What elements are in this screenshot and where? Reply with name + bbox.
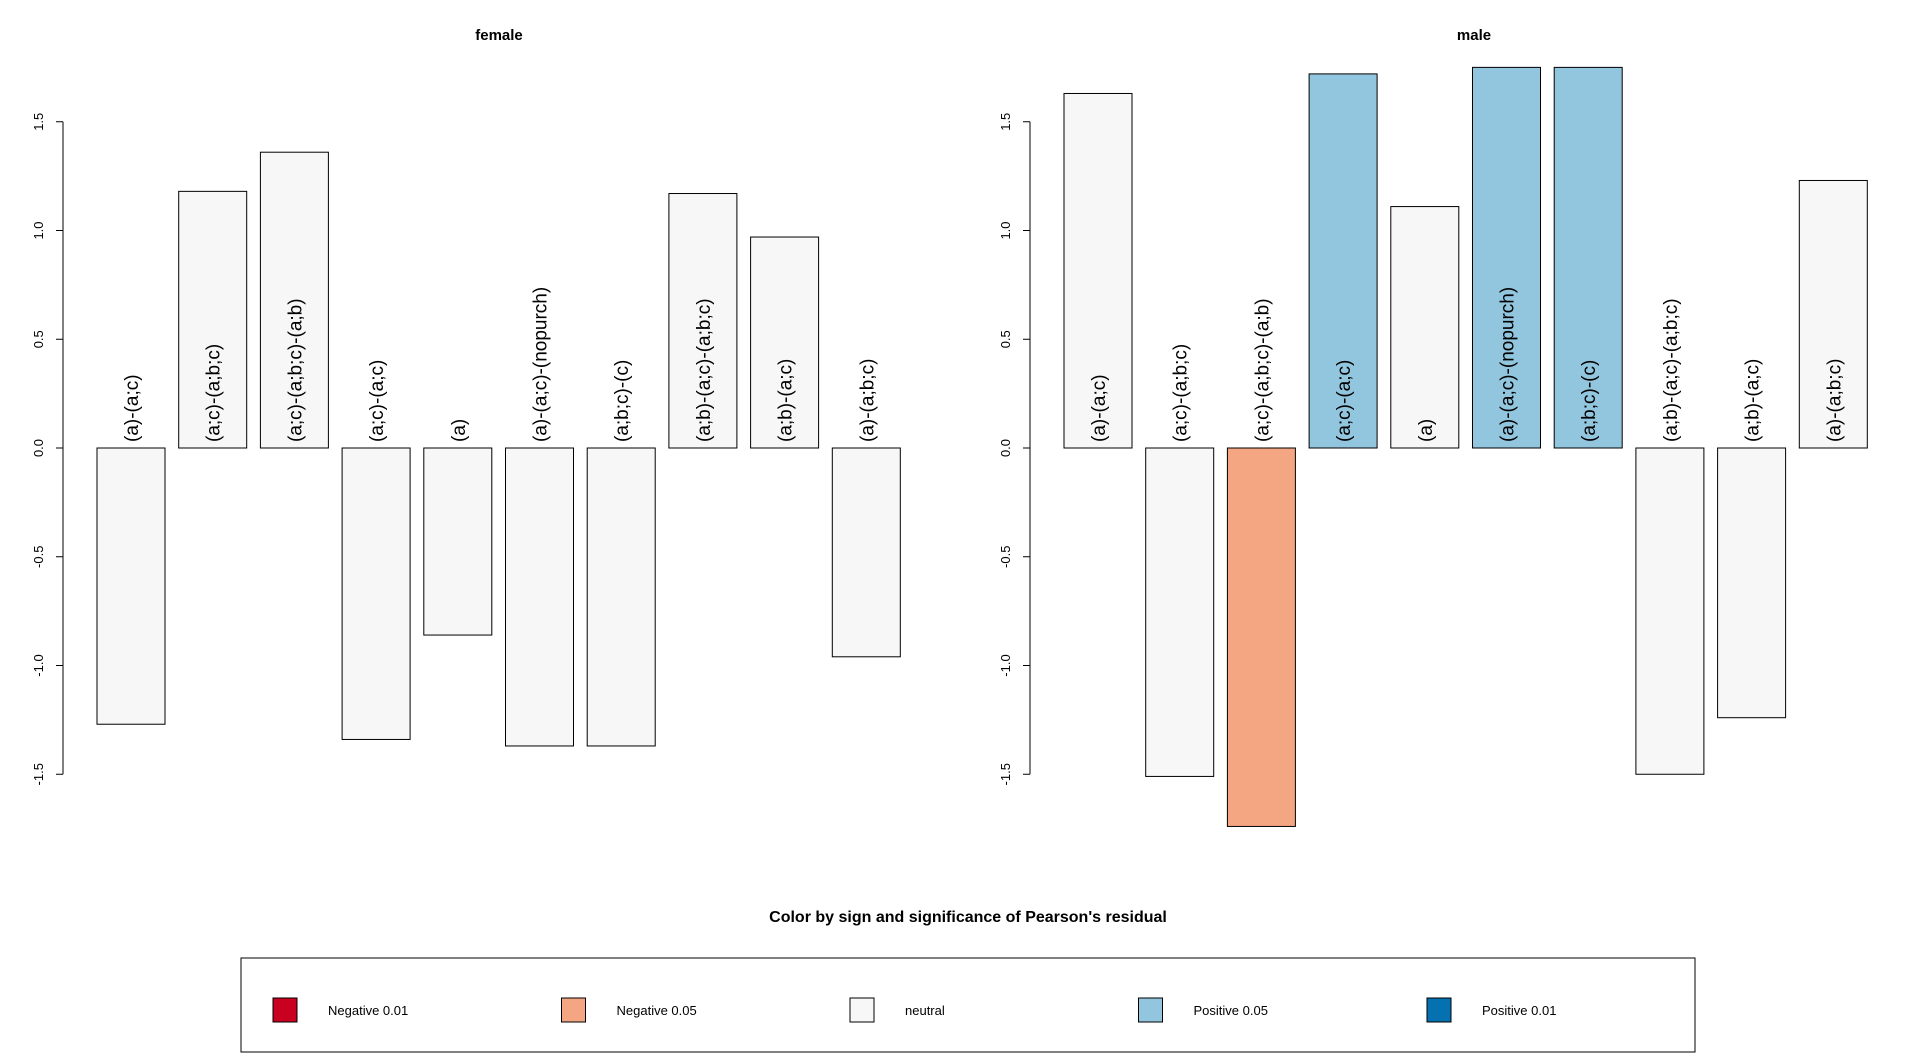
male-bar-label: (a;b)-(a;c) bbox=[1743, 359, 1764, 442]
male-bar-label: (a;b;c)-(c) bbox=[1579, 360, 1600, 442]
male-bar-label: (a;c)-(a;b;c)-(a;b) bbox=[1252, 298, 1273, 442]
male-bar bbox=[1063, 92, 1133, 449]
male-bar bbox=[1472, 66, 1541, 449]
female-bar bbox=[668, 193, 738, 449]
legend-label-pos01: Positive 0.01 bbox=[1482, 1003, 1556, 1018]
female-bar bbox=[341, 447, 411, 740]
male-bar bbox=[1308, 73, 1378, 449]
male-bar-label: (a;c)-(a;b;c) bbox=[1171, 344, 1192, 442]
female-y-tick-label: 0.0 bbox=[31, 439, 46, 457]
female-panel: female -1.5 -1.0 -0.5 0.0 0.5 1.0 1.5 (a)-(a;c)… bbox=[31, 27, 901, 785]
legend-title: Color by sign and significance of Pearso… bbox=[769, 909, 1167, 926]
female-bar bbox=[178, 190, 248, 449]
legend-label-neg01: Negative 0.01 bbox=[328, 1003, 408, 1018]
male-bar-label: (a)-(a;b;c) bbox=[1824, 359, 1845, 442]
legend: Color by sign and significance of Pearso… bbox=[240, 909, 1696, 1053]
female-bar-label: (a)-(a;c) bbox=[122, 374, 143, 442]
female-bar-label: (a)-(a;b;c) bbox=[857, 359, 878, 442]
male-y-tick-label: -1.5 bbox=[998, 763, 1013, 785]
female-panel-title: female bbox=[475, 27, 523, 44]
male-bar-label: (a;b)-(a;c)-(a;b;c) bbox=[1661, 298, 1682, 442]
male-y-tick-label: 0.0 bbox=[998, 439, 1013, 457]
female-bar bbox=[831, 447, 901, 658]
male-y-tick-label: 1.0 bbox=[998, 221, 1013, 239]
male-bar bbox=[1635, 447, 1705, 775]
male-bar bbox=[1226, 447, 1296, 827]
female-y-tick-label: -0.5 bbox=[31, 546, 46, 568]
female-bar-label: (a)-(a;c)-(nopurch) bbox=[531, 287, 552, 442]
female-bar-label: (a;c)-(a;b;c)-(a;b) bbox=[285, 298, 306, 442]
male-bar-label: (a;c)-(a;c) bbox=[1334, 360, 1355, 442]
legend-label-neg05: Negative 0.05 bbox=[617, 1003, 697, 1018]
female-bar-label: (a;b)-(a;c) bbox=[776, 359, 797, 442]
female-bar-label: (a) bbox=[449, 419, 470, 442]
female-bar bbox=[423, 447, 493, 636]
female-bar-label: (a;c)-(a;b;c) bbox=[204, 344, 225, 442]
legend-label-pos05: Positive 0.05 bbox=[1194, 1003, 1268, 1018]
female-bar bbox=[586, 447, 656, 747]
legend-swatch-pos05 bbox=[1138, 997, 1163, 1023]
male-y-tick-label: 1.5 bbox=[998, 113, 1013, 131]
female-y-tick-label: 1.5 bbox=[31, 113, 46, 131]
male-bar bbox=[1553, 66, 1623, 449]
male-y-tick-label: 0.5 bbox=[998, 330, 1013, 348]
male-bar-label: (a)-(a;c)-(nopurch) bbox=[1498, 287, 1519, 442]
female-y-tick-label: -1.5 bbox=[31, 763, 46, 785]
legend-swatch-neutral bbox=[849, 997, 875, 1023]
male-y-tick-label: -1.0 bbox=[998, 654, 1013, 676]
female-y-tick-label: 0.5 bbox=[31, 330, 46, 348]
male-bar bbox=[1145, 447, 1215, 777]
male-bar bbox=[1717, 447, 1787, 719]
female-bar-label: (a;c)-(a;c) bbox=[367, 360, 388, 442]
male-bar bbox=[1798, 179, 1868, 449]
legend-box bbox=[240, 957, 1696, 1053]
male-bar-label: (a) bbox=[1416, 419, 1437, 442]
female-y-tick-label: 1.0 bbox=[31, 221, 46, 239]
legend-swatch-pos01 bbox=[1426, 997, 1452, 1023]
female-bar bbox=[505, 447, 574, 747]
legend-label-neutral: neutral bbox=[905, 1003, 945, 1018]
female-bar bbox=[750, 236, 820, 449]
female-bar-label: (a;b;c)-(c) bbox=[612, 360, 633, 442]
male-panel: male -1.5 -1.0 -0.5 0.0 0.5 1.0 1.5 (a)-(a;c) (a… bbox=[998, 27, 1868, 827]
male-panel-title: male bbox=[1457, 27, 1491, 44]
male-y-tick-label: -0.5 bbox=[998, 546, 1013, 568]
female-bar bbox=[259, 151, 329, 449]
legend-swatch-neg05 bbox=[561, 997, 586, 1023]
legend-swatch-neg01 bbox=[272, 997, 298, 1023]
female-y-tick-label: -1.0 bbox=[31, 654, 46, 676]
female-bar-label: (a;b)-(a;c)-(a;b;c) bbox=[694, 298, 715, 442]
male-bar bbox=[1390, 206, 1460, 449]
male-bar-label: (a)-(a;c) bbox=[1089, 374, 1110, 442]
female-bar bbox=[96, 447, 166, 725]
